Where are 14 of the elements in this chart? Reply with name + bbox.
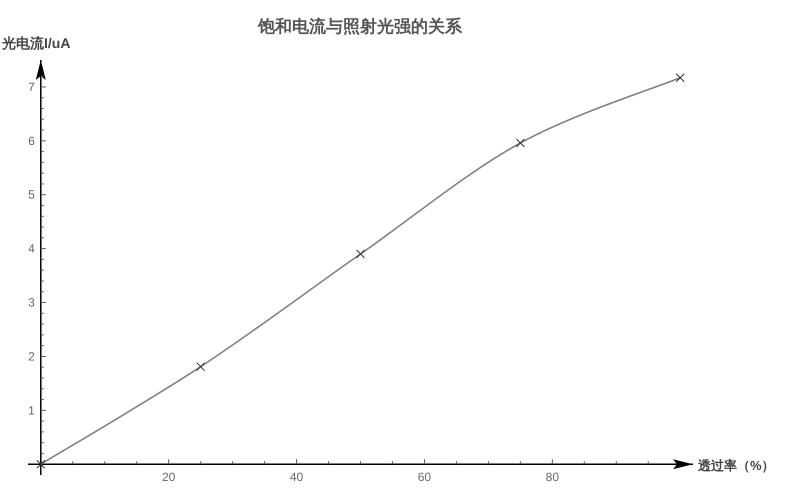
y-tick-label: 5	[28, 188, 36, 202]
chart-title: 饱和电流与照射光强的关系	[257, 17, 463, 36]
y-tick-label: 4	[28, 242, 36, 256]
y-tick-label: 6	[28, 134, 36, 148]
x-tick-label: 40	[290, 470, 304, 484]
y-tick-label: 2	[28, 349, 36, 364]
x-axis-title: 透过率（%）	[697, 458, 775, 474]
y-axis-title: 光电流I/uA	[1, 35, 70, 51]
x-tick-label: 20	[162, 470, 176, 484]
x-tick-label: 60	[418, 470, 432, 484]
y-tick-label: 1	[28, 403, 36, 418]
y-tick-label: 3	[28, 296, 36, 310]
x-tick-label: 80	[546, 470, 560, 484]
y-tick-label: 7	[28, 80, 36, 94]
